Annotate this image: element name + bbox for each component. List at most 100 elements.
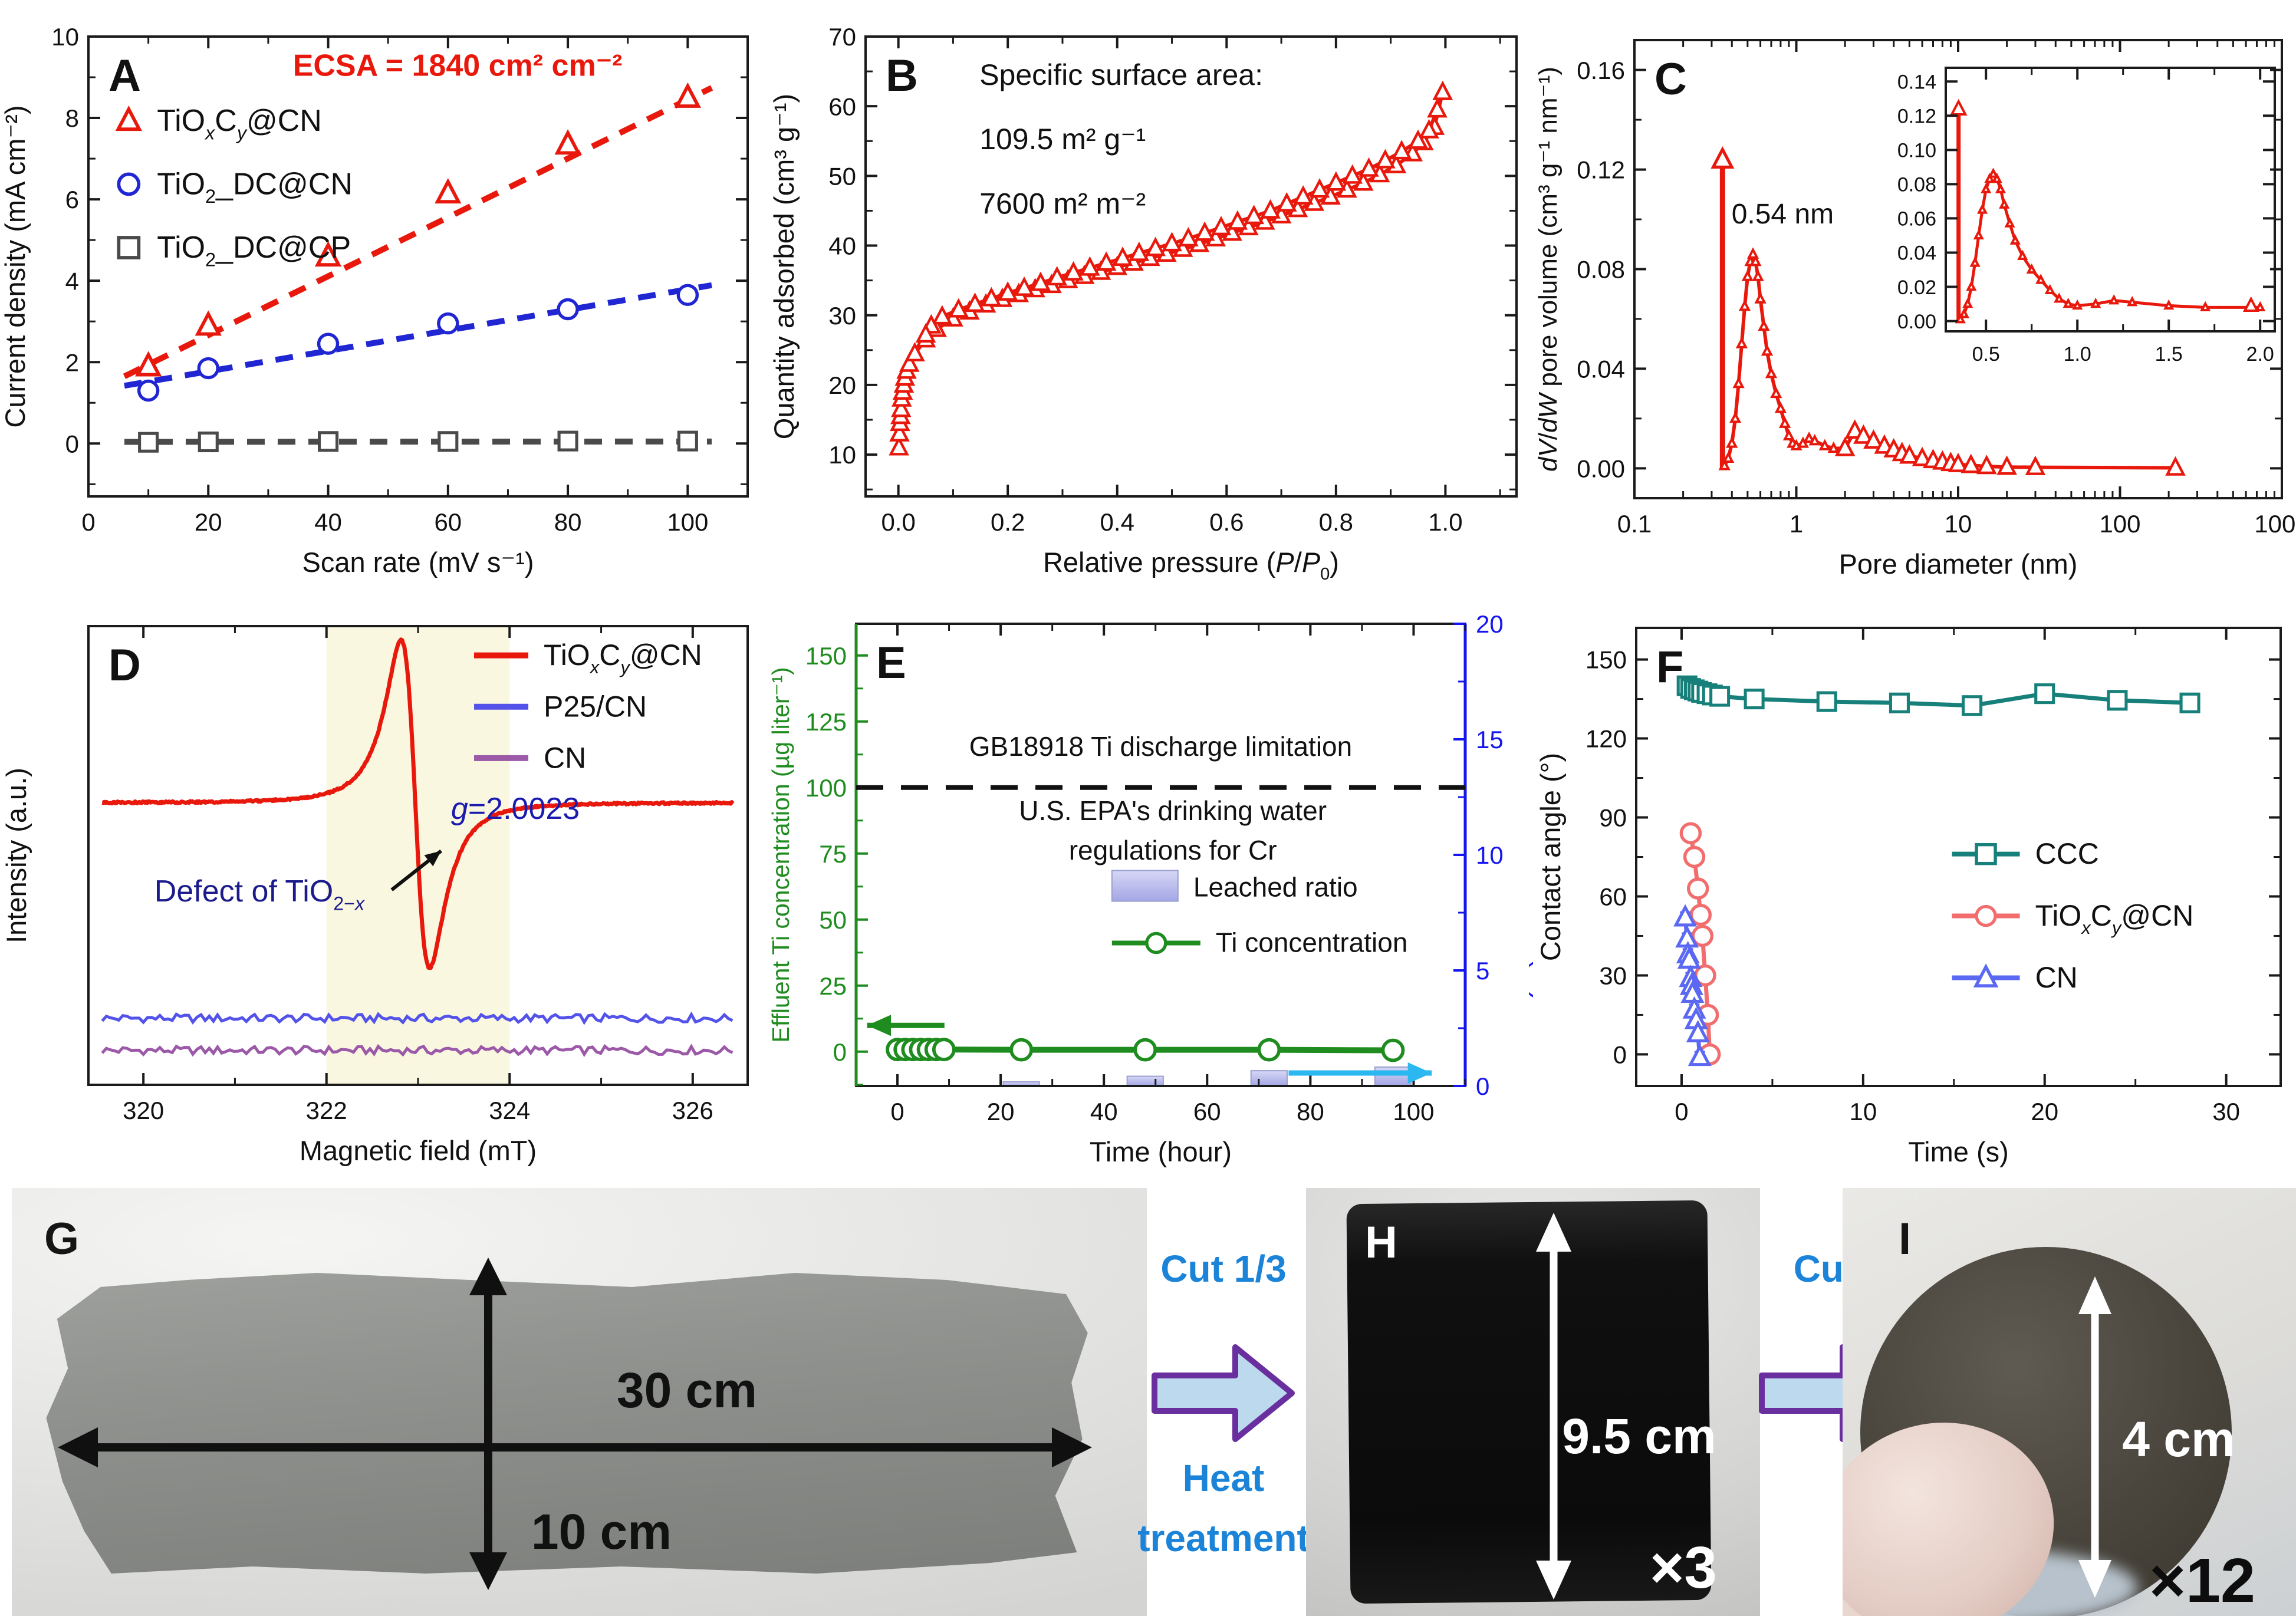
svg-text:100: 100 — [805, 774, 847, 802]
svg-text:320: 320 — [123, 1097, 164, 1124]
photo-strip: G 30 cm 10 cm Cut 1/3 Heat treatment H 9… — [0, 1188, 2296, 1616]
svg-text:20: 20 — [195, 508, 222, 536]
svg-text:g=2.0023: g=2.0023 — [451, 792, 580, 826]
arrow-down-head-icon — [1536, 1561, 1571, 1599]
svg-text:TiOxCy@CN: TiOxCy@CN — [544, 638, 702, 677]
photo-i-overlay: I 4 cm ×12 — [1899, 1214, 2255, 1615]
membrane-sheet — [46, 1273, 1088, 1574]
panel-g-label: G — [44, 1214, 79, 1264]
photo-g-overlay: G 30 cm 10 cm — [44, 1214, 1092, 1590]
svg-text:0.06: 0.06 — [1897, 208, 1936, 231]
svg-text:60: 60 — [1599, 883, 1627, 911]
svg-text:100: 100 — [1393, 1098, 1434, 1125]
svg-text:Intensity (a.u.): Intensity (a.u.) — [1, 768, 32, 943]
svg-text:TiO2_DC@CP: TiO2_DC@CP — [157, 231, 351, 271]
svg-text:5: 5 — [1476, 957, 1489, 985]
svg-text:100: 100 — [667, 508, 708, 536]
dimension-4cm-label: 4 cm — [2122, 1411, 2235, 1467]
svg-text:60: 60 — [434, 508, 462, 536]
svg-text:0: 0 — [1476, 1072, 1489, 1100]
svg-text:50: 50 — [819, 906, 847, 934]
svg-text:0: 0 — [1675, 1098, 1688, 1125]
svg-text:8: 8 — [65, 104, 79, 132]
svg-text:CN: CN — [544, 741, 586, 774]
svg-text:Magnetic field (mT): Magnetic field (mT) — [300, 1135, 537, 1166]
svg-text:0.08: 0.08 — [1897, 174, 1936, 196]
photo-i-disc: I 4 cm ×12 — [1843, 1188, 2296, 1616]
svg-text:0: 0 — [833, 1038, 847, 1066]
photo-h-heat-treated: H 9.5 cm ×3 — [1306, 1188, 1760, 1616]
svg-text:10: 10 — [1849, 1098, 1877, 1125]
svg-text:Current density (mA cm⁻²): Current density (mA cm⁻²) — [0, 105, 31, 427]
svg-text:0.12: 0.12 — [1897, 106, 1936, 128]
svg-text:324: 324 — [489, 1097, 530, 1124]
svg-text:0.16: 0.16 — [1577, 57, 1625, 84]
arrow-shape — [1152, 1344, 1295, 1442]
svg-text:CCC: CCC — [2035, 837, 2099, 870]
svg-text:40: 40 — [314, 508, 342, 536]
svg-text:60: 60 — [1193, 1098, 1221, 1125]
svg-text:Time (hour): Time (hour) — [1090, 1136, 1232, 1167]
svg-text:40: 40 — [828, 232, 856, 260]
svg-text:10: 10 — [1945, 510, 1972, 538]
svg-text:2: 2 — [65, 348, 79, 376]
svg-text:0.00: 0.00 — [1897, 311, 1936, 333]
svg-text:50: 50 — [828, 162, 856, 190]
svg-text:ECSA = 1840 cm² cm⁻²: ECSA = 1840 cm² cm⁻² — [293, 48, 623, 83]
svg-text:Specific surface area:: Specific surface area: — [979, 58, 1263, 91]
svg-text:0.54 nm: 0.54 nm — [1732, 199, 1834, 230]
dimension-95cm-label: 9.5 cm — [1562, 1408, 1716, 1464]
svg-text:0.04: 0.04 — [1897, 242, 1936, 265]
svg-text:F: F — [1656, 642, 1683, 692]
svg-text:60: 60 — [828, 93, 856, 120]
svg-text:Effluent Ti concentration (µg: Effluent Ti concentration (µg liter⁻¹) — [767, 667, 794, 1042]
photo-h-overlay: H 9.5 cm ×3 — [1365, 1213, 1717, 1601]
svg-text:125: 125 — [805, 708, 847, 736]
svg-text:E: E — [876, 638, 906, 688]
count-x12-label: ×12 — [2149, 1546, 2255, 1615]
svg-text:0.12: 0.12 — [1577, 156, 1625, 184]
svg-text:0.6: 0.6 — [1209, 508, 1244, 536]
svg-text:100: 100 — [2099, 510, 2140, 538]
svg-text:TiOxCy@CN: TiOxCy@CN — [157, 104, 322, 144]
svg-text:90: 90 — [1599, 804, 1627, 832]
svg-text:P25/CN: P25/CN — [544, 690, 647, 723]
svg-text:TiO2_DC@CN: TiO2_DC@CN — [157, 167, 353, 208]
arrow-up-head-icon — [469, 1258, 507, 1295]
svg-text:15: 15 — [1476, 726, 1504, 753]
svg-text:7600 m² m⁻²: 7600 m² m⁻² — [979, 187, 1146, 220]
svg-text:40: 40 — [1090, 1098, 1118, 1125]
svg-text:4: 4 — [65, 267, 79, 295]
svg-text:6: 6 — [65, 186, 79, 213]
svg-text:0.0: 0.0 — [881, 508, 915, 536]
svg-text:0: 0 — [65, 430, 79, 458]
arrow-up-head-icon — [2078, 1276, 2111, 1314]
svg-text:Leached ratio: Leached ratio — [1193, 872, 1358, 903]
svg-text:0.4: 0.4 — [1100, 508, 1134, 536]
svg-text:0.14: 0.14 — [1897, 71, 1936, 93]
svg-text:1.0: 1.0 — [1428, 508, 1462, 536]
svg-text:75: 75 — [819, 840, 847, 868]
svg-text:25: 25 — [819, 972, 847, 1000]
treatment-label: treatment — [1137, 1517, 1310, 1559]
svg-text:0.1: 0.1 — [1617, 510, 1652, 538]
svg-text:TiOxCy@CN: TiOxCy@CN — [2035, 899, 2194, 938]
dimension-10cm-label: 10 cm — [531, 1504, 672, 1559]
panel-h-label: H — [1365, 1217, 1397, 1268]
svg-text:150: 150 — [1586, 646, 1627, 674]
arrow-left-head-icon — [58, 1427, 98, 1467]
svg-text:B: B — [886, 51, 918, 101]
svg-text:Scan rate (mV s⁻¹): Scan rate (mV s⁻¹) — [302, 547, 534, 578]
svg-text:80: 80 — [1297, 1098, 1324, 1125]
svg-text:30: 30 — [828, 302, 856, 330]
svg-text:120: 120 — [1586, 725, 1627, 753]
svg-text:0.00: 0.00 — [1577, 455, 1625, 482]
svg-text:109.5 m² g⁻¹: 109.5 m² g⁻¹ — [979, 123, 1146, 156]
svg-text:dV/dW pore volume (cm³ g⁻¹ nm⁻: dV/dW pore volume (cm³ g⁻¹ nm⁻¹) — [1534, 67, 1563, 472]
svg-text:Contact angle (°): Contact angle (°) — [1535, 753, 1566, 961]
arrow-right-head-icon — [1052, 1427, 1092, 1467]
svg-text:Quantity adsorbed (cm³ g⁻¹): Quantity adsorbed (cm³ g⁻¹) — [768, 94, 800, 439]
svg-text:0.08: 0.08 — [1577, 256, 1625, 284]
